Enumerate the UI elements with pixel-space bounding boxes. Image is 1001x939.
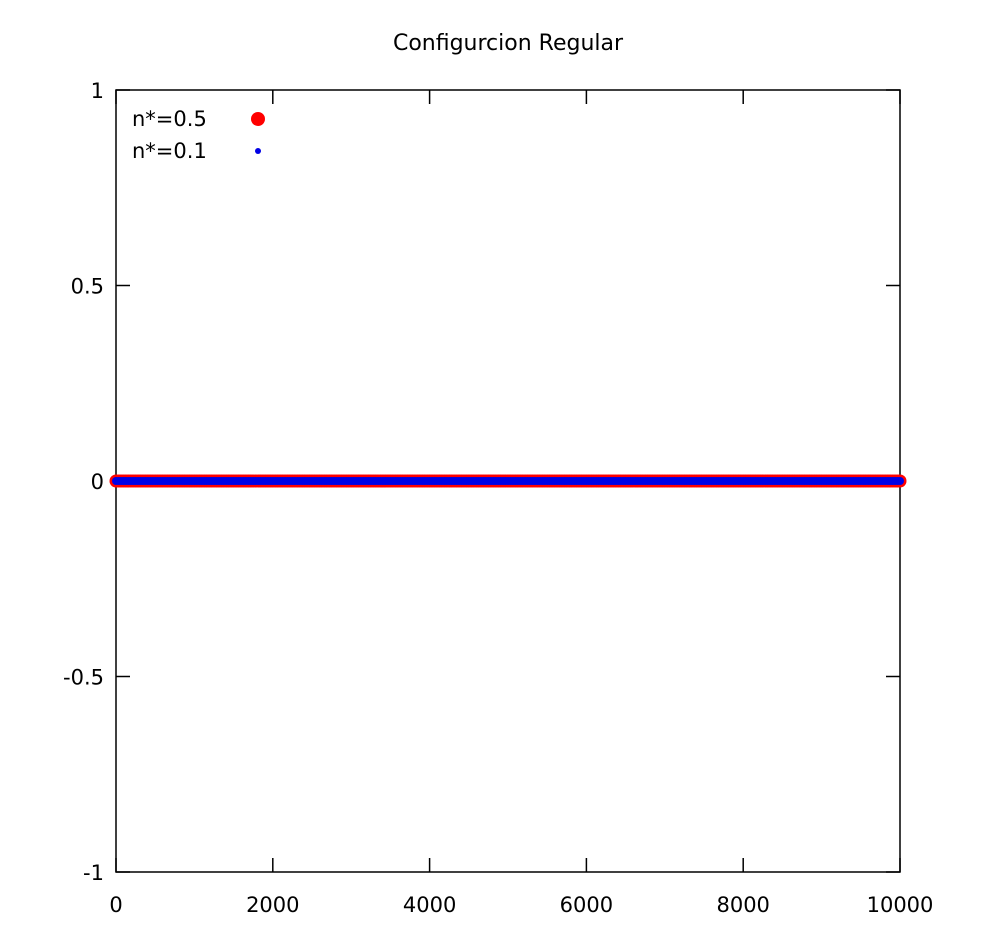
x-tick-label: 8000 <box>716 893 769 917</box>
y-tick-label: -1 <box>83 861 104 885</box>
data-series <box>109 474 907 488</box>
x-tick-label: 2000 <box>246 893 299 917</box>
legend-marker <box>255 148 261 154</box>
y-tick-label: -0.5 <box>63 666 104 690</box>
x-axis: 0 2000 4000 6000 8000 10000 <box>109 90 933 917</box>
legend-label: n*=0.5 <box>132 107 207 131</box>
x-tick-label: 0 <box>109 893 122 917</box>
y-tick-label: 1 <box>91 79 104 103</box>
legend-label: n*=0.1 <box>132 139 207 163</box>
x-tick-label: 4000 <box>403 893 456 917</box>
x-tick-label: 10000 <box>867 893 934 917</box>
legend: n*=0.5 n*=0.1 <box>132 107 265 163</box>
legend-marker <box>251 112 265 126</box>
y-tick-label: 0.5 <box>71 275 104 299</box>
x-tick-label: 6000 <box>560 893 613 917</box>
data-point <box>896 477 904 485</box>
y-tick-label: 0 <box>91 470 104 494</box>
chart-title: Configurcion Regular <box>393 31 624 56</box>
series-n-0-1 <box>112 477 904 485</box>
